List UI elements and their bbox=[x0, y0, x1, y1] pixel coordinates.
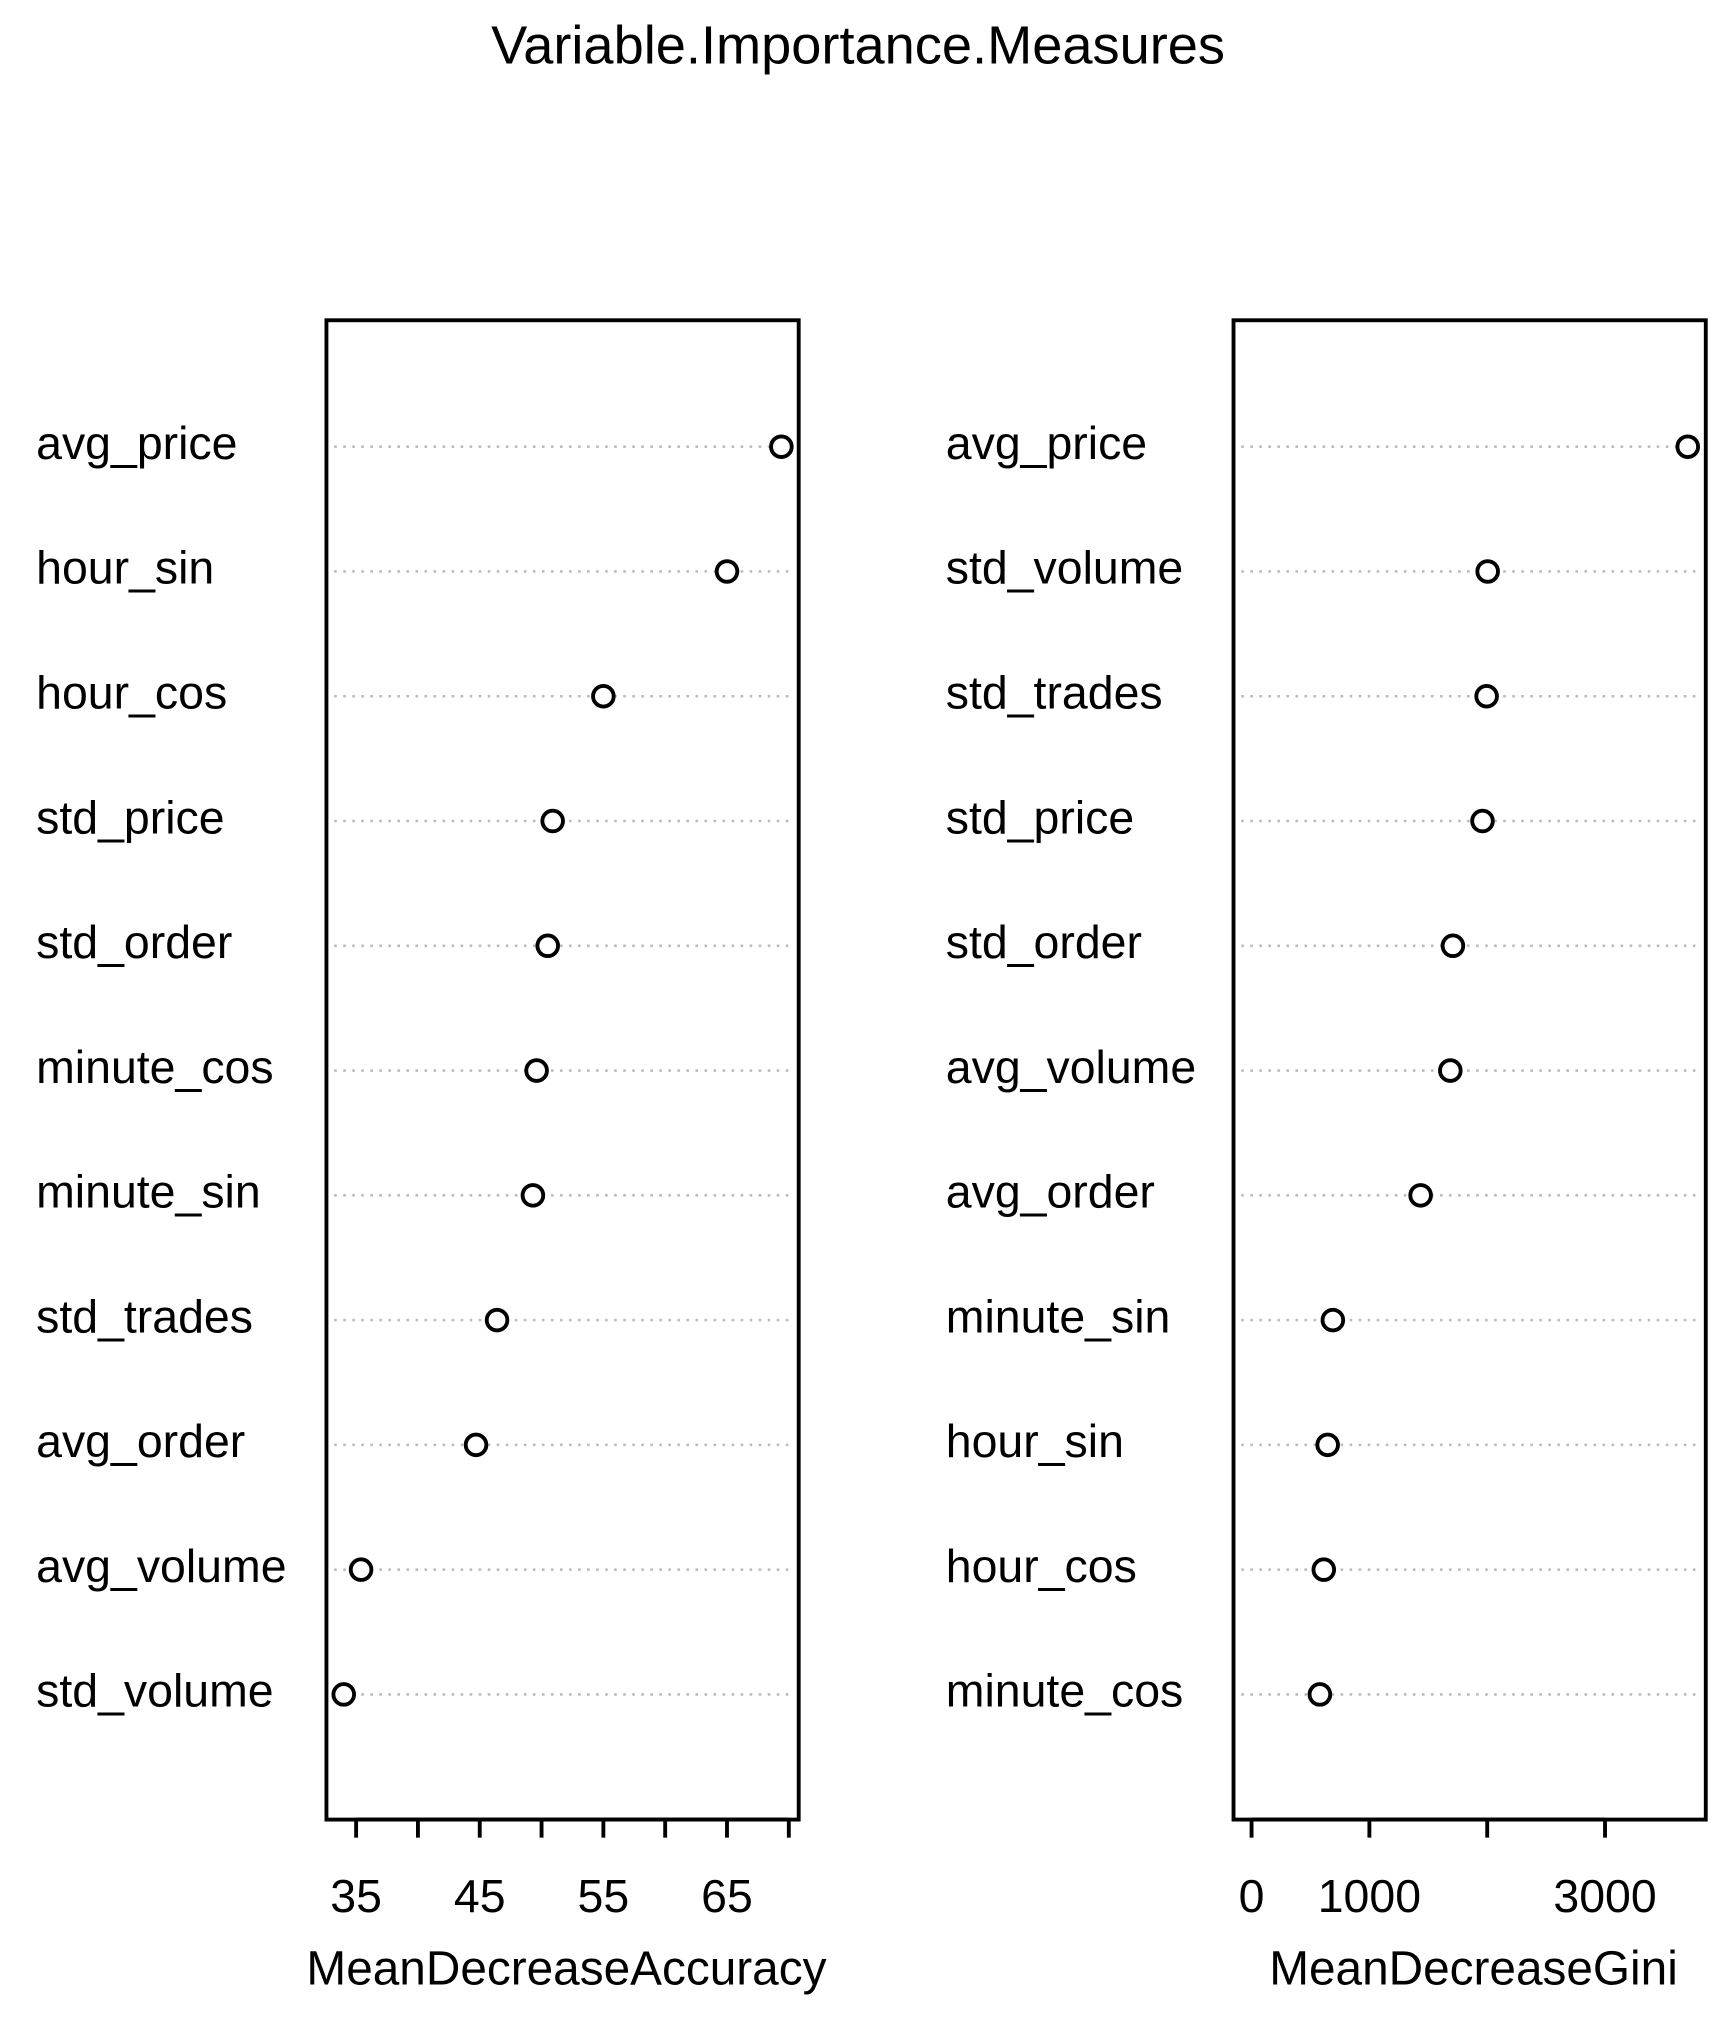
x-axis-label: MeanDecreaseGini bbox=[1269, 1942, 1678, 1995]
category-label: std_trades bbox=[36, 1290, 253, 1342]
category-label: avg_order bbox=[946, 1166, 1155, 1218]
x-tick-label: 45 bbox=[454, 1870, 506, 1922]
x-tick-label: 35 bbox=[330, 1870, 382, 1922]
dot bbox=[1315, 1432, 1340, 1458]
category-label: std_price bbox=[946, 791, 1134, 843]
dot bbox=[463, 1432, 489, 1458]
dot bbox=[484, 1307, 510, 1333]
dot bbox=[1474, 683, 1499, 709]
category-label: hour_cos bbox=[946, 1540, 1137, 1592]
dot bbox=[535, 933, 560, 959]
category-label: avg_volume bbox=[946, 1041, 1196, 1093]
dot bbox=[591, 683, 616, 709]
x-tick-label: 65 bbox=[701, 1870, 753, 1922]
x-tick-label: 0 bbox=[1239, 1870, 1265, 1922]
category-label: std_volume bbox=[36, 1665, 273, 1717]
dot bbox=[1470, 808, 1495, 834]
dot bbox=[1675, 434, 1701, 459]
dot bbox=[1311, 1557, 1337, 1582]
category-label: std_order bbox=[946, 916, 1142, 968]
dot bbox=[1438, 1058, 1463, 1083]
dot bbox=[769, 434, 794, 459]
category-label: hour_sin bbox=[36, 542, 214, 594]
dot bbox=[714, 559, 740, 584]
dot bbox=[1307, 1682, 1333, 1707]
dot bbox=[1320, 1307, 1346, 1333]
category-label: std_price bbox=[36, 791, 224, 843]
category-label: std_order bbox=[36, 916, 232, 968]
category-label: avg_order bbox=[36, 1415, 245, 1467]
category-label: std_volume bbox=[946, 542, 1183, 594]
category-label: minute_cos bbox=[946, 1665, 1183, 1717]
figure-title: Variable.Importance.Measures bbox=[491, 16, 1225, 76]
dot bbox=[348, 1557, 374, 1582]
x-tick-label: 1000 bbox=[1318, 1870, 1421, 1922]
category-label: avg_price bbox=[946, 417, 1147, 469]
category-label: minute_sin bbox=[946, 1290, 1171, 1342]
dot bbox=[1408, 1183, 1433, 1208]
dot bbox=[331, 1682, 357, 1707]
category-label: std_trades bbox=[946, 667, 1163, 719]
category-label: avg_volume bbox=[36, 1540, 286, 1592]
category-label: hour_cos bbox=[36, 667, 227, 719]
x-tick-label: 55 bbox=[578, 1870, 630, 1922]
x-axis-label: MeanDecreaseAccuracy bbox=[306, 1942, 826, 1995]
category-label: minute_sin bbox=[36, 1166, 261, 1218]
dot bbox=[1440, 933, 1466, 959]
dot bbox=[520, 1183, 546, 1208]
dot bbox=[1475, 559, 1500, 584]
dot bbox=[524, 1058, 549, 1083]
category-label: hour_sin bbox=[946, 1415, 1124, 1467]
category-label: minute_cos bbox=[36, 1041, 273, 1093]
category-label: avg_price bbox=[36, 417, 237, 469]
x-tick-label: 3000 bbox=[1553, 1870, 1656, 1922]
dot bbox=[540, 808, 565, 834]
